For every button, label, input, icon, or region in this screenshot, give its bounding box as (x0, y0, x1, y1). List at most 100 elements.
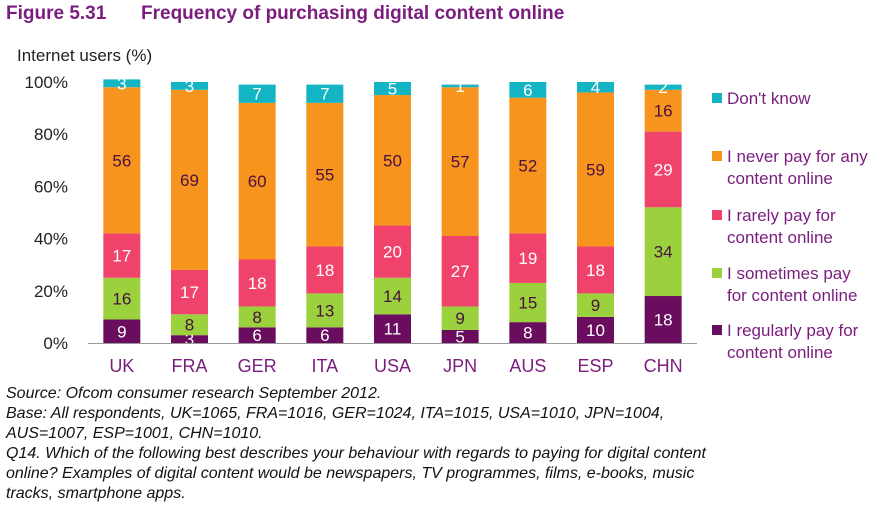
data-label: 1 (455, 77, 464, 96)
data-label: 16 (112, 290, 131, 309)
legend-swatch (712, 151, 722, 161)
data-label: 10 (586, 321, 605, 340)
bar-segment (171, 335, 208, 343)
bar-segment (306, 327, 344, 343)
bar-segment (374, 225, 411, 278)
footnote-base: Base: All respondents, UK=1065, FRA=1016… (6, 405, 665, 422)
data-label: 9 (117, 322, 126, 341)
x-tick-label: GER (238, 356, 277, 376)
bar-segment (374, 82, 411, 96)
bar-segment (103, 87, 141, 234)
data-label: 15 (518, 294, 537, 313)
y-axis-label: Internet users (%) (17, 46, 153, 65)
bar-segment (509, 82, 547, 98)
data-label: 8 (252, 308, 261, 327)
data-label: 8 (523, 324, 532, 343)
x-tick-label: ESP (577, 356, 613, 376)
data-label: 18 (654, 311, 673, 330)
figure-title: Figure 5.31 Frequency of purchasing digit… (6, 3, 564, 25)
bar-segment (238, 327, 276, 343)
data-label: 19 (518, 249, 537, 268)
data-label: 14 (383, 287, 402, 306)
bar-segment (306, 293, 344, 328)
data-label: 8 (185, 316, 194, 335)
data-label: 34 (654, 243, 673, 262)
legend-label: I never pay for any (727, 147, 868, 166)
bar-segment (577, 92, 614, 247)
stacked-bar-chart: 0%20%40%60%80%100%91617563UK3817693FRA68… (25, 73, 869, 376)
legend-label: I regularly pay for (727, 321, 859, 340)
data-label: 5 (388, 80, 397, 99)
y-tick-label: 80% (34, 125, 68, 144)
data-label: 69 (180, 171, 199, 190)
data-label: 2 (658, 78, 667, 97)
bar-segment (441, 235, 479, 307)
data-label: 57 (451, 153, 470, 172)
legend-swatch (712, 268, 722, 278)
bar-segment (306, 246, 344, 294)
bar-segment (171, 82, 208, 90)
data-label: 56 (112, 151, 131, 170)
legend-swatch (712, 93, 722, 103)
data-label: 3 (185, 77, 194, 96)
data-label: 60 (248, 172, 267, 191)
bar-segment (644, 89, 682, 132)
footnote-question: Q14. Which of the following best describ… (6, 445, 706, 462)
bar-segment (238, 84, 276, 103)
bar-segment (374, 95, 411, 226)
bar-segment (577, 293, 614, 317)
x-tick-label: ITA (311, 356, 338, 376)
y-tick-label: 60% (34, 177, 68, 196)
data-label: 9 (591, 296, 600, 315)
bar-segment (644, 207, 682, 297)
data-label: 6 (320, 326, 329, 345)
figure-title-text: Frequency of purchasing digital content … (141, 3, 565, 24)
bar-segment (171, 314, 208, 336)
data-label: 7 (252, 85, 261, 104)
bar-segment (644, 131, 682, 208)
bar-segment (306, 102, 344, 247)
data-label: 18 (586, 261, 605, 280)
legend-label: content online (727, 343, 833, 362)
legend-swatch (712, 325, 722, 335)
bar-segment (509, 282, 547, 323)
data-label: 16 (654, 102, 673, 121)
x-tick-label: USA (374, 356, 411, 376)
x-tick-label: FRA (172, 356, 208, 376)
figure-number: Figure 5.31 (6, 3, 107, 24)
bar-segment (103, 233, 141, 278)
data-label: 55 (315, 166, 334, 185)
footnote-question-cont: online? Examples of digital content woul… (6, 465, 695, 482)
data-label: 3 (117, 74, 126, 93)
data-label: 3 (185, 330, 194, 349)
data-label: 59 (586, 160, 605, 179)
bar-segment (577, 246, 614, 294)
data-label: 11 (384, 320, 402, 339)
x-tick-label: UK (109, 356, 134, 376)
legend-label: I rarely pay for (727, 206, 836, 225)
data-label: 17 (180, 283, 199, 302)
legend-swatch (712, 210, 722, 220)
bar-segment (644, 296, 682, 343)
bar-segment (509, 97, 547, 234)
x-tick-label: CHN (644, 356, 683, 376)
footnote-base-cont: AUS=1007, ESP=1001, CHN=1010. (6, 425, 263, 442)
bar-segment (509, 233, 547, 283)
y-tick-label: 0% (43, 334, 68, 353)
data-label: 6 (523, 81, 532, 100)
data-label: 29 (654, 160, 673, 179)
data-label: 13 (315, 301, 334, 320)
data-label: 50 (383, 151, 402, 170)
legend-label: content online (727, 228, 833, 247)
bar-segment (103, 319, 141, 343)
legend-label: content online (727, 169, 833, 188)
data-label: 52 (518, 157, 537, 176)
data-label: 18 (315, 261, 334, 280)
bar-segment (306, 84, 344, 103)
bar-segment (509, 322, 547, 343)
data-label: 7 (320, 85, 329, 104)
bar-segment (171, 89, 208, 270)
bar-segment (374, 314, 411, 343)
data-label: 20 (383, 243, 402, 262)
y-tick-label: 40% (34, 230, 68, 249)
